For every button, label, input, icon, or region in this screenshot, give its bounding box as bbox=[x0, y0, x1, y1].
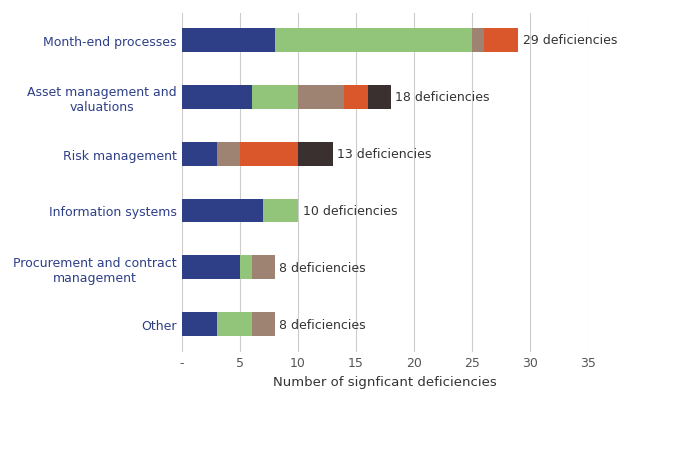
Text: 29 deficiencies: 29 deficiencies bbox=[523, 34, 617, 47]
X-axis label: Number of signficant deficiencies: Number of signficant deficiencies bbox=[273, 375, 497, 388]
Text: 8 deficiencies: 8 deficiencies bbox=[279, 318, 366, 331]
Bar bbox=[182, 199, 263, 223]
Bar bbox=[240, 256, 251, 280]
Text: 13 deficiencies: 13 deficiencies bbox=[337, 148, 432, 161]
Bar bbox=[182, 86, 251, 110]
Bar bbox=[217, 143, 240, 166]
Bar bbox=[484, 29, 519, 53]
Bar bbox=[263, 199, 298, 223]
Text: 18 deficiencies: 18 deficiencies bbox=[395, 91, 490, 104]
Bar bbox=[251, 86, 298, 110]
Bar bbox=[298, 86, 344, 110]
Text: 8 deficiencies: 8 deficiencies bbox=[279, 261, 366, 274]
Bar bbox=[298, 143, 332, 166]
Bar bbox=[275, 29, 472, 53]
Legend: 1–2 years, 2–3 years, 3–4 years, 4–5 years, 5 years or more: 1–2 years, 2–3 years, 3–4 years, 4–5 yea… bbox=[139, 446, 591, 451]
Bar bbox=[182, 256, 240, 280]
Bar bbox=[217, 313, 251, 336]
Bar bbox=[182, 143, 217, 166]
Bar bbox=[368, 86, 391, 110]
Bar bbox=[251, 256, 275, 280]
Bar bbox=[240, 143, 298, 166]
Bar bbox=[182, 313, 217, 336]
Bar bbox=[251, 313, 275, 336]
Text: 10 deficiencies: 10 deficiencies bbox=[302, 205, 397, 217]
Bar bbox=[472, 29, 484, 53]
Bar bbox=[344, 86, 368, 110]
Bar bbox=[182, 29, 275, 53]
